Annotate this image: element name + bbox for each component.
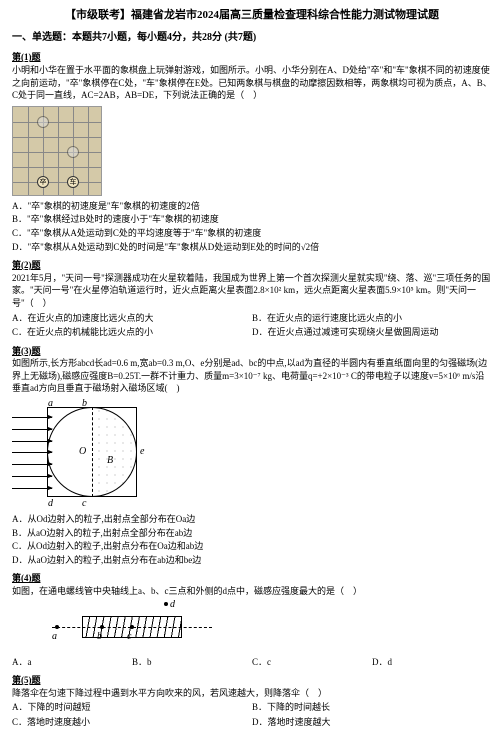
q5-options-row1: A．下降的时间越短 B．下降的时间越长 (12, 701, 492, 714)
q4-body: 如图，在通电螺线管中央轴线上a、b、c三点和外侧的d点中，磁感应强度最大的是（ … (12, 585, 492, 598)
q3-opt-d: D．从aO边射入的粒子,出射点分布在ab边和be边 (12, 554, 492, 567)
q5-opt-a: A．下降的时间越短 (12, 701, 252, 714)
q3-opt-c: C．从Od边射入的粒子,出射点分布在Oa边和ab边 (12, 540, 492, 553)
q1-body: 小明和小华在置于水平面的象棋盘上玩弹射游戏，如图所示。小明、小华分别在A、D处给… (12, 64, 492, 102)
q4-opt-b: B．b (132, 656, 252, 669)
q1-figure: 卒 车 (12, 106, 492, 196)
q1-opt-d: D．"卒"象棋从A处运动到C处的时间是"车"象棋从D处运动到E处的时间的√2倍 (12, 241, 492, 254)
q4-opt-a: A．a (12, 656, 132, 669)
q1-label: 第(1)题 (12, 51, 492, 64)
q3-opt-b: B．从aO边射入的粒子,出射点全部分布在ab边 (12, 527, 492, 540)
q4-lbl-c: c (127, 630, 131, 644)
q4-opt-c: C．c (252, 656, 372, 669)
q2-opt-b: B．在近火点的运行速度比远火点的小 (252, 312, 492, 325)
q2-body: 2021年5月，"天问一号"探测器成功在火星软着陆，我国成为世界上第一个首次探测… (12, 272, 492, 310)
q2-label: 第(2)题 (12, 259, 492, 272)
q4-figure: a b c d (12, 602, 492, 652)
q5-body: 降落伞在匀速下降过程中遇到水平方向吹来的风，若风速越大，则降落伞（ ） (12, 687, 492, 700)
q1-opt-a: A．"卒"象棋的初速度是"车"象棋的初速度的2倍 (12, 200, 492, 213)
q2-options-row2: C．在近火点的机械能比远火点的小 D．在近火点通过减速可实现绕火星做圆周运动 (12, 326, 492, 339)
q3-figure: a b e O B d c (12, 399, 492, 509)
q3-options: A．从Od边射入的粒子,出射点全部分布在Oa边 B．从aO边射入的粒子,出射点全… (12, 513, 492, 566)
piece-che: 车 (67, 176, 79, 188)
q2-options-row1: A．在近火点的加速度比远火点的大 B．在近火点的运行速度比远火点的小 (12, 312, 492, 325)
q3-lbl-e: e (140, 445, 144, 459)
exam-title: 【市级联考】福建省龙岩市2024届高三质量检查理科综合性能力测试物理试题 (12, 8, 492, 23)
q4-lbl-b: b (97, 630, 102, 644)
piece-zu: 卒 (37, 176, 49, 188)
q2-opt-d: D．在近火点通过减速可实现绕火星做圆周运动 (252, 326, 492, 339)
q1-opt-b: B．"卒"象棋经过B处时的速度小于"车"象棋的初速度 (12, 213, 492, 226)
q5-opt-c: C．落地时速度越小 (12, 716, 252, 729)
q5-options-row2: C．落地时速度越小 D．落地时速度越大 (12, 716, 492, 729)
q4-opt-d: D．d (372, 656, 492, 669)
q3-lbl-a: a (48, 397, 53, 411)
q5-label: 第(5)题 (12, 674, 492, 687)
q4-label: 第(4)题 (12, 572, 492, 585)
q4-lbl-a: a (52, 630, 57, 644)
q3-lbl-o: O (79, 445, 86, 459)
section-heading: 一、单选题：本题共7小题，每小题4分，共28分 (共7题) (12, 31, 492, 45)
q3-body: 如图所示,长方形abcd长ad=0.6 m,宽ab=0.3 m,O、e分别是ad… (12, 357, 492, 395)
q3-lbl-d: d (48, 497, 53, 511)
q3-lbl-b: b (82, 397, 87, 411)
q3-lbl-bb: B (107, 454, 113, 468)
q5-opt-b: B．下降的时间越长 (252, 701, 492, 714)
q1-opt-c: C．"卒"象棋从A处运动到C处的平均速度等于"车"象棋的初速度 (12, 227, 492, 240)
q3-label: 第(3)题 (12, 345, 492, 358)
q4-lbl-d: d (170, 598, 175, 612)
q2-opt-c: C．在近火点的机械能比远火点的小 (12, 326, 252, 339)
q2-opt-a: A．在近火点的加速度比远火点的大 (12, 312, 252, 325)
q3-lbl-c: c (82, 497, 86, 511)
q5-opt-d: D．落地时速度越大 (252, 716, 492, 729)
q3-opt-a: A．从Od边射入的粒子,出射点全部分布在Oa边 (12, 513, 492, 526)
q1-options: A．"卒"象棋的初速度是"车"象棋的初速度的2倍 B．"卒"象棋经过B处时的速度… (12, 200, 492, 253)
q4-options: A．a B．b C．c D．d (12, 656, 492, 669)
